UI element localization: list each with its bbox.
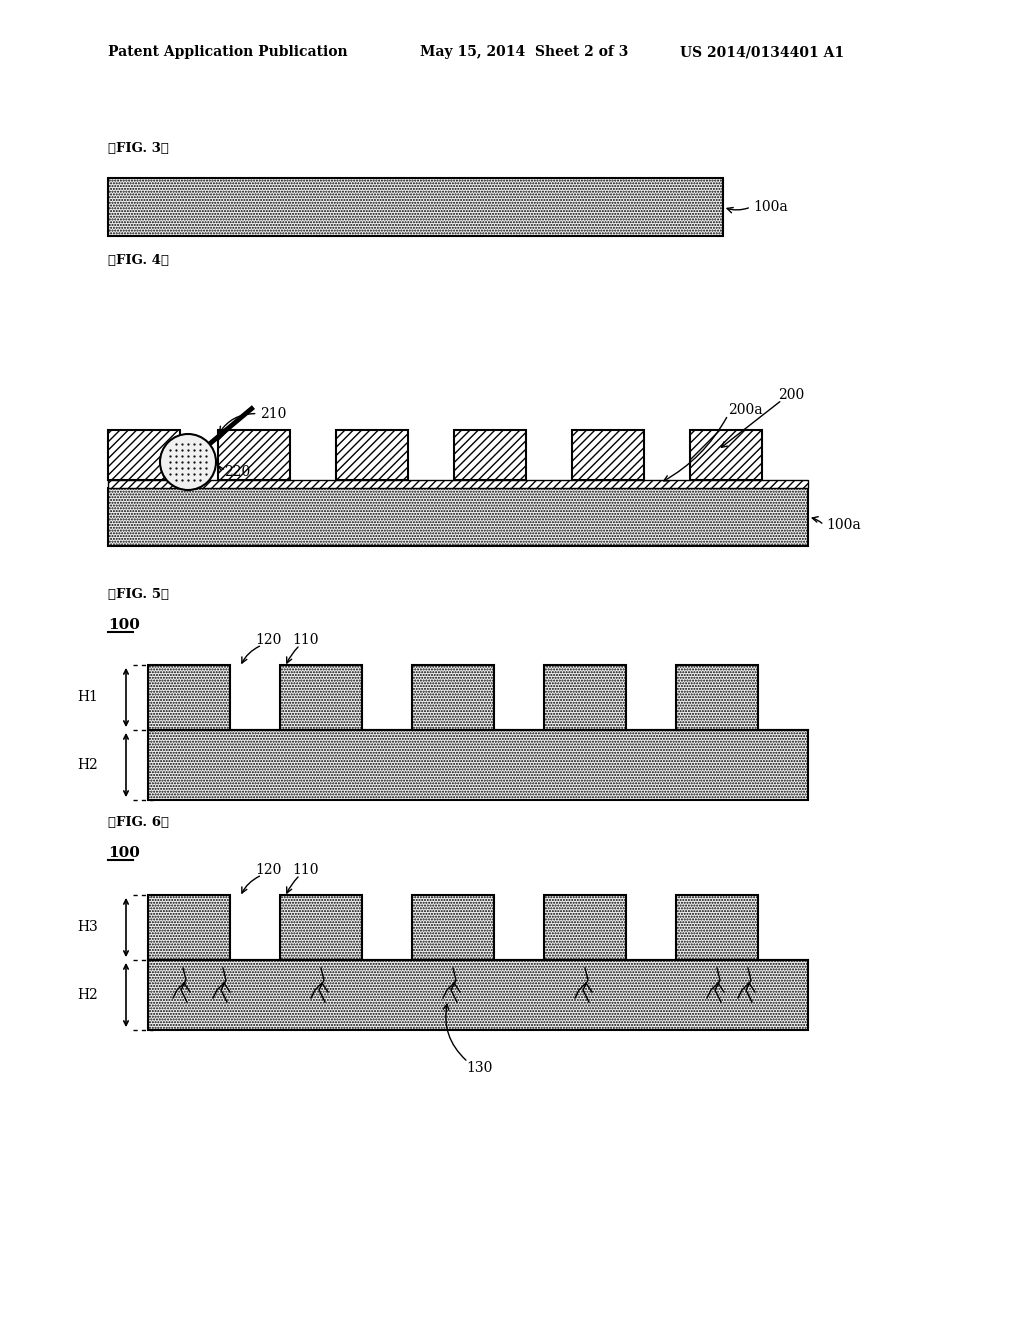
- Text: 100: 100: [108, 618, 140, 632]
- Bar: [676, 895, 758, 960]
- Bar: [108, 430, 180, 480]
- Bar: [572, 430, 644, 480]
- Text: 100a: 100a: [753, 201, 787, 214]
- Text: 100a: 100a: [826, 517, 861, 532]
- Bar: [454, 430, 526, 480]
- Bar: [412, 895, 494, 960]
- Text: 100: 100: [108, 846, 140, 861]
- Text: 200: 200: [778, 388, 804, 403]
- Text: Patent Application Publication: Patent Application Publication: [108, 45, 347, 59]
- Text: 110: 110: [292, 634, 318, 647]
- Text: 210: 210: [259, 407, 286, 421]
- Bar: [544, 895, 626, 960]
- Text: 【FIG. 3】: 【FIG. 3】: [108, 141, 169, 154]
- Bar: [108, 480, 808, 488]
- Text: 【FIG. 5】: 【FIG. 5】: [108, 587, 169, 601]
- Bar: [108, 178, 723, 236]
- Bar: [544, 665, 626, 730]
- Bar: [108, 488, 808, 546]
- Text: 110: 110: [292, 863, 318, 876]
- Text: 200a: 200a: [728, 403, 763, 417]
- Text: 220: 220: [224, 465, 250, 479]
- Text: US 2014/0134401 A1: US 2014/0134401 A1: [680, 45, 844, 59]
- Bar: [412, 665, 494, 730]
- Bar: [336, 430, 408, 480]
- Bar: [148, 665, 230, 730]
- Text: H1: H1: [77, 690, 98, 704]
- Text: H3: H3: [77, 920, 98, 935]
- Bar: [148, 730, 808, 800]
- Text: 【FIG. 4】: 【FIG. 4】: [108, 253, 169, 267]
- Text: May 15, 2014  Sheet 2 of 3: May 15, 2014 Sheet 2 of 3: [420, 45, 629, 59]
- Text: 【FIG. 6】: 【FIG. 6】: [108, 816, 169, 829]
- Text: 130: 130: [466, 1061, 493, 1074]
- Bar: [676, 665, 758, 730]
- Bar: [280, 665, 362, 730]
- Text: 120: 120: [255, 863, 282, 876]
- Bar: [148, 960, 808, 1030]
- Text: H2: H2: [77, 758, 98, 772]
- Bar: [218, 430, 290, 480]
- Bar: [148, 895, 230, 960]
- Text: 120: 120: [255, 634, 282, 647]
- Bar: [280, 895, 362, 960]
- Circle shape: [160, 434, 216, 490]
- Bar: [690, 430, 762, 480]
- Text: H2: H2: [77, 987, 98, 1002]
